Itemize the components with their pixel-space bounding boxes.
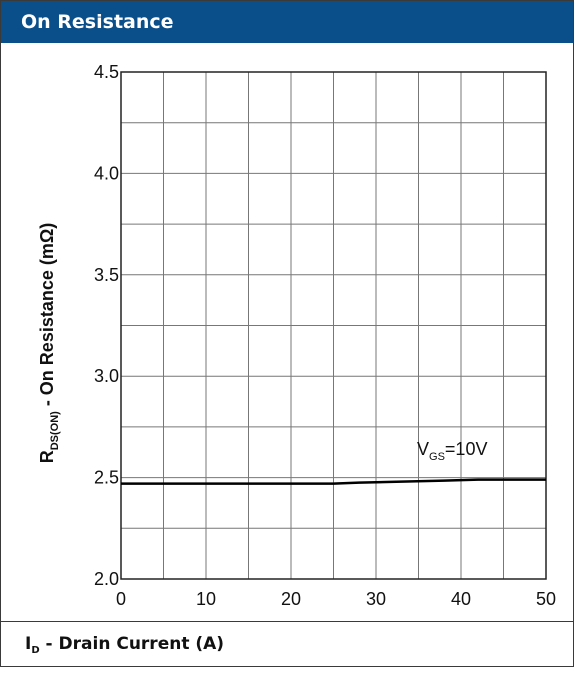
y-tick-label: 2.5 (94, 468, 119, 488)
y-axis-label: RDS(ON) - On Resistance (mΩ) (37, 223, 61, 464)
x-axis-label-rest: - Drain Current (A) (39, 634, 225, 654)
x-tick-label: 0 (116, 589, 126, 609)
x-tick-labels: 0 10 20 30 40 50 (116, 589, 556, 609)
x-axis-label: ID - Drain Current (A) (1, 622, 573, 666)
plot-svg: 2.0 2.5 3.0 3.5 4.0 4.5 0 10 20 30 40 50 VGS=10V R… (37, 62, 556, 609)
plot-border (120, 71, 547, 580)
x-axis-label-main: I (25, 634, 32, 654)
x-tick-label: 40 (451, 589, 471, 609)
x-axis-label-sub: D (31, 645, 40, 656)
x-tick-label: 50 (536, 589, 556, 609)
x-tick-label: 10 (196, 589, 216, 609)
grid (120, 71, 547, 580)
chart-title: On Resistance (1, 1, 573, 43)
y-tick-labels: 2.0 2.5 3.0 3.5 4.0 4.5 (94, 62, 119, 589)
x-tick-label: 20 (281, 589, 301, 609)
series-label: VGS=10V (417, 439, 487, 463)
y-tick-label: 4.5 (94, 62, 119, 82)
series-group (121, 478, 546, 485)
chart-area: 2.0 2.5 3.0 3.5 4.0 4.5 0 10 20 30 40 50 VGS=10V R… (1, 43, 573, 622)
y-tick-label: 2.0 (94, 569, 119, 589)
y-tick-label: 4.0 (94, 163, 119, 183)
x-tick-label: 30 (366, 589, 386, 609)
y-tick-label: 3.5 (94, 265, 119, 285)
series-line-vgs-10v (121, 478, 546, 485)
y-tick-label: 3.0 (94, 366, 119, 386)
